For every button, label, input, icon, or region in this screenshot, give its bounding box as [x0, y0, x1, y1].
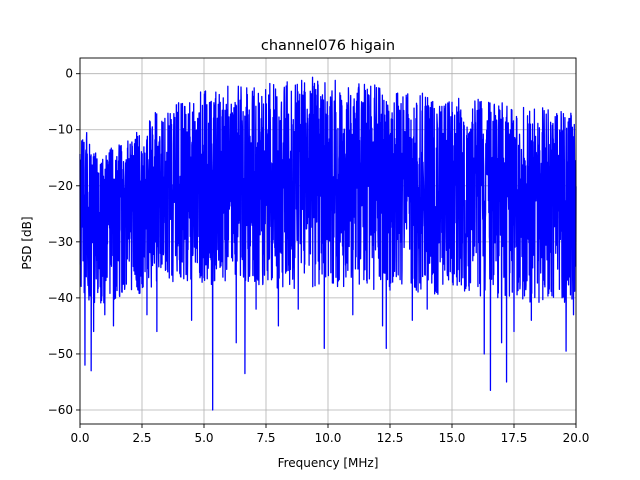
x-tick-label: 2.5	[132, 431, 151, 445]
y-tick-label: −40	[48, 291, 73, 305]
y-tick-label: 0	[65, 67, 73, 81]
x-tick-label: 5.0	[194, 431, 213, 445]
plot-area	[79, 76, 577, 411]
y-tick-label: −30	[48, 235, 73, 249]
y-tick-label: −20	[48, 179, 73, 193]
x-tick-label: 17.5	[501, 431, 528, 445]
y-tick-label: −50	[48, 347, 73, 361]
x-tick-label: 10.0	[315, 431, 342, 445]
y-tick-label: −60	[48, 403, 73, 417]
chart-title: channel076 higain	[261, 38, 395, 54]
y-axis-ticks: 0 −10 −20 −30 −40 −50 −60	[48, 67, 80, 417]
x-tick-label: 7.5	[256, 431, 275, 445]
x-tick-label: 20.0	[563, 431, 590, 445]
x-axis-ticks: 0.0 2.5 5.0 7.5 10.0 12.5 15.0 17.5 20.0	[70, 424, 589, 445]
x-tick-label: 15.0	[439, 431, 466, 445]
x-tick-label: 0.0	[70, 431, 89, 445]
psd-series-line	[79, 76, 577, 411]
y-tick-label: −10	[48, 123, 73, 137]
x-tick-label: 12.5	[377, 431, 404, 445]
x-axis-label: Frequency [MHz]	[278, 456, 379, 470]
y-axis-label: PSD [dB]	[20, 216, 34, 269]
